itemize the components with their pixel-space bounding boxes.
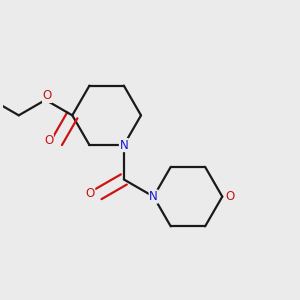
Text: O: O xyxy=(226,190,235,203)
Text: O: O xyxy=(44,134,53,147)
Text: N: N xyxy=(119,139,128,152)
Text: O: O xyxy=(43,89,52,103)
Text: O: O xyxy=(85,187,95,200)
Text: N: N xyxy=(149,190,158,203)
